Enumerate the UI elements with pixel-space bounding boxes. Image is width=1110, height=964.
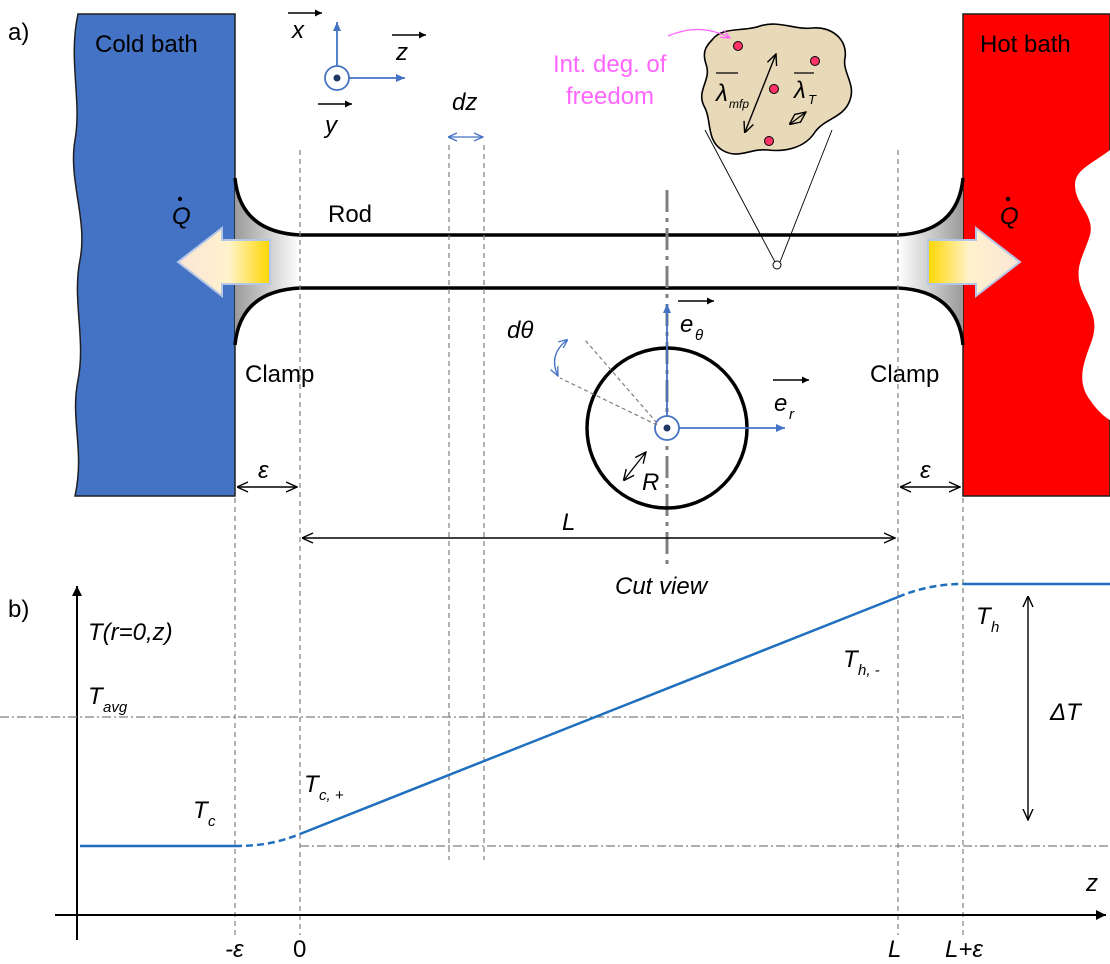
panel-a-tag: a) — [8, 19, 29, 46]
zoom-point — [772, 260, 782, 270]
int-deg-label-line2: freedom — [566, 83, 654, 110]
e-r-label: e — [774, 390, 787, 417]
lambda-mfp-sub: mfp — [729, 97, 749, 111]
d-theta-arc — [555, 340, 567, 376]
lambda-T-label: λ — [792, 77, 806, 104]
t-c-sub: c — [208, 813, 216, 830]
eps-label-right: ε — [920, 457, 931, 484]
heat-arrow-left — [176, 225, 271, 299]
internal-dof-dot — [769, 84, 779, 94]
zoom-line-left — [704, 129, 776, 263]
lambda-T-sub: T — [808, 92, 817, 107]
delta-t-label: ΔT — [1049, 699, 1083, 726]
t-c-plus-label: T — [304, 771, 321, 798]
t-c-plus-sub: c, + — [319, 787, 344, 804]
axis-x-label: x — [291, 17, 305, 44]
profile-rod-segment — [299, 595, 899, 836]
e-r-sub: r — [789, 406, 795, 423]
t-h-minus-sub: h, - — [858, 662, 880, 679]
q-dot-left-dot — [177, 196, 183, 202]
center-dot — [663, 424, 671, 432]
axis-y-label: y — [323, 112, 339, 139]
clamp-right-label: Clamp — [870, 361, 939, 388]
tick-zero: 0 — [293, 936, 306, 963]
eps-label-left: ε — [258, 457, 269, 484]
z-axis-label: z — [1085, 870, 1098, 897]
panel-b-tag: b) — [8, 596, 29, 623]
rod-label: Rod — [328, 201, 372, 228]
e-theta-sub: θ — [695, 327, 703, 344]
q-dot-left: Q — [172, 203, 191, 230]
tick-L: L — [888, 936, 901, 963]
t-h-minus-label: T — [843, 646, 860, 673]
profile-cold-contact — [234, 832, 301, 848]
d-theta-ray-1 — [584, 339, 658, 424]
hot-bath-label: Hot bath — [980, 31, 1071, 58]
d-theta-label: dθ — [507, 317, 533, 344]
t-c-label: T — [193, 797, 210, 824]
internal-dof-dot — [764, 136, 774, 146]
tick-L-plus-eps: L+ε — [945, 936, 983, 963]
clamp-left-label: Clamp — [245, 361, 314, 388]
t-h-label: T — [976, 603, 993, 630]
dz-label: dz — [452, 89, 477, 116]
t-avg-sub: avg — [103, 699, 128, 716]
mfp-arrow — [745, 54, 776, 132]
rod-bottom-edge — [233, 286, 965, 346]
coordinate-axes — [324, 22, 405, 91]
int-deg-pointer — [667, 28, 730, 38]
cold-bath-label: Cold bath — [95, 31, 198, 58]
d-theta-ray-2 — [559, 377, 658, 426]
tick-minus-eps: -ε — [225, 936, 244, 963]
q-dot-right: Q — [1000, 203, 1019, 230]
axis-z-label: z — [395, 39, 408, 66]
internal-dof-dot — [733, 41, 743, 51]
rod-top-edge — [233, 177, 965, 237]
q-dot-right-dot — [1005, 196, 1011, 202]
internal-dof-dot — [810, 56, 820, 66]
t-avg-label: T — [88, 683, 105, 710]
lambda-mfp-label: λ — [714, 80, 728, 107]
L-label: L — [562, 509, 575, 536]
e-theta-label: e — [680, 311, 693, 338]
thermal-wavelength-arrow — [790, 112, 806, 124]
cold-bath — [72, 13, 236, 497]
hot-bath-edge — [1075, 150, 1110, 420]
zoom-line-right — [779, 129, 833, 263]
cut-view-label: Cut view — [615, 573, 709, 600]
heat-arrow-right — [927, 225, 1022, 299]
radius-arrow — [624, 452, 646, 480]
t-h-sub: h — [991, 619, 999, 636]
y-axis-label: T(r=0,z) — [88, 619, 173, 646]
radius-label: R — [642, 469, 659, 496]
int-deg-label-line1: Int. deg. of — [553, 51, 667, 78]
profile-hot-contact — [897, 582, 964, 599]
